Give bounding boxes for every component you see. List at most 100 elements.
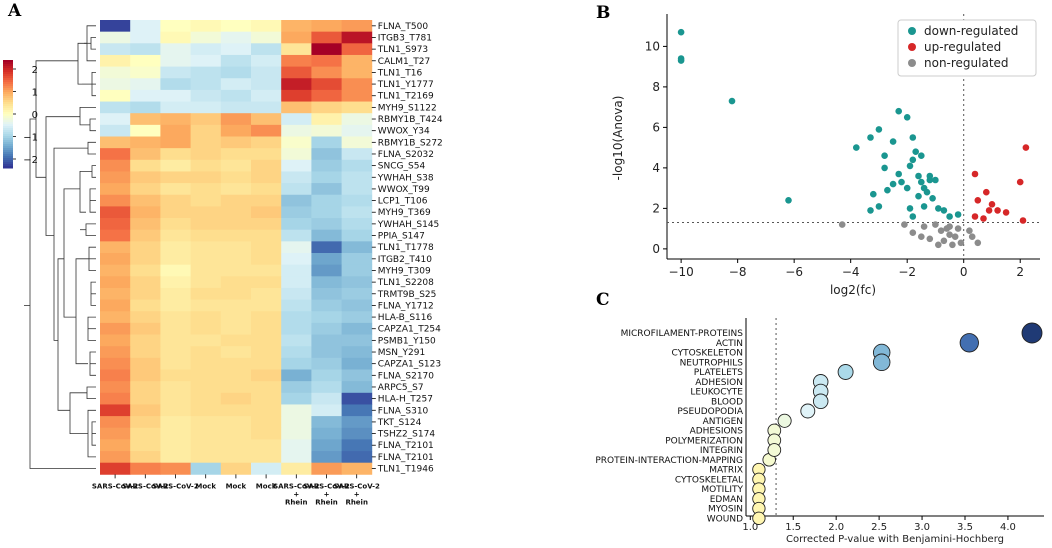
heatmap-cell <box>281 287 312 300</box>
heatmap-cell <box>251 113 282 126</box>
up-regulated-point <box>988 201 996 208</box>
heatmap-cell <box>281 439 312 452</box>
heatmap-cell <box>190 241 222 254</box>
heatmap-cell <box>130 241 161 254</box>
x-tick-label: −4 <box>842 265 860 279</box>
heatmap-cell <box>220 287 252 300</box>
up-regulated-point <box>974 197 982 204</box>
heatmap-cell <box>100 54 131 67</box>
heatmap-cell <box>341 159 373 172</box>
heatmap-cell <box>311 369 342 382</box>
term-label: PLATELETS <box>694 368 743 378</box>
heatmap-cell <box>311 462 342 475</box>
heatmap-cell <box>100 218 131 231</box>
colorbar-step <box>3 68 13 71</box>
down-regulated-point <box>909 134 917 141</box>
volcano-legend: down-regulated up-regulated non-regulated <box>897 19 1037 77</box>
heatmap-cell <box>160 404 191 417</box>
up-regulated-point <box>980 215 987 222</box>
heatmap-cell <box>251 78 282 91</box>
heatmap-cell <box>160 159 191 172</box>
column-label: + <box>324 490 330 498</box>
heatmap-cell <box>160 136 191 149</box>
colorbar-step <box>3 102 13 105</box>
dendrogram-branch <box>87 141 96 155</box>
row-label: RBMY1B_S272 <box>378 138 443 148</box>
term-bubble <box>752 511 766 525</box>
heatmap-cell <box>220 159 252 172</box>
heatmap-cell <box>190 462 222 475</box>
heatmap-cell <box>220 43 252 56</box>
heatmap-cell <box>100 171 131 184</box>
heatmap-cell <box>130 451 161 464</box>
colorbar-step <box>3 108 13 111</box>
heatmap-cell <box>311 206 342 219</box>
up-regulated-point <box>971 213 979 220</box>
colorbar-step <box>3 106 13 109</box>
down-regulated-point <box>946 213 953 220</box>
heatmap-cell <box>341 136 373 149</box>
non-regulated-point <box>926 235 934 243</box>
heatmap-cell <box>130 392 161 405</box>
colorbar-step <box>3 150 13 153</box>
term-label: PROTEIN-INTERACTION-MAPPING <box>595 456 743 466</box>
heatmap-cell <box>311 229 342 242</box>
heatmap-cell <box>251 334 282 347</box>
x-tick-label: 3.5 <box>957 522 973 533</box>
heatmap-cell <box>220 357 252 370</box>
heatmap-cell <box>100 20 131 33</box>
heatmap-cell <box>251 66 282 79</box>
heatmap-cell <box>341 66 373 79</box>
heatmap-cell <box>220 136 252 149</box>
colorbar-tick-label: 1 <box>32 88 38 99</box>
heatmap-cell <box>311 171 342 184</box>
heatmap-cell <box>190 369 222 382</box>
dendrogram-branch <box>69 392 88 435</box>
x-tick-label: −10 <box>668 265 693 279</box>
colorbar-step <box>3 164 13 167</box>
heatmap-cell <box>311 101 342 114</box>
colorbar-step <box>3 86 13 89</box>
colorbar-step <box>3 82 13 85</box>
heatmap-cell <box>160 171 191 184</box>
heatmap-cell <box>130 404 161 417</box>
x-tick-label: 2.5 <box>871 522 887 533</box>
heatmap-cell <box>341 148 373 161</box>
row-label: FLNA_S2170 <box>378 371 434 381</box>
heatmap-cell <box>341 439 373 452</box>
heatmap-cell <box>220 54 252 67</box>
heatmap-cell <box>190 43 222 56</box>
heatmap-cell <box>281 159 312 172</box>
heatmap-cell <box>130 381 161 394</box>
colorbar-step <box>3 132 13 135</box>
heatmap-cell <box>160 218 191 231</box>
up-regulated-point <box>971 170 979 178</box>
row-label: ITGB3_T781 <box>378 33 432 43</box>
heatmap-cell <box>251 101 282 114</box>
heatmap-cell <box>160 194 191 207</box>
heatmap-cell <box>341 206 373 219</box>
column-label: Mock <box>195 482 216 490</box>
colorbar-step <box>3 122 13 125</box>
row-label: PSMB1_Y150 <box>378 336 436 346</box>
heatmap-cell <box>251 462 282 475</box>
y-tick-label: 0 <box>652 242 660 256</box>
heatmap-cell <box>281 276 312 289</box>
term-label: MICROFILAMENT-PROTEINS <box>621 329 744 339</box>
heatmap-cell <box>341 20 373 33</box>
heatmap-cell <box>100 183 131 196</box>
heatmap-cell <box>100 89 131 102</box>
heatmap-cell <box>220 381 252 394</box>
non-regulated-point <box>954 225 962 232</box>
colorbar-step <box>3 142 13 145</box>
heatmap-cell <box>220 369 252 382</box>
heatmap-cell <box>220 229 252 242</box>
heatmap-cell <box>130 148 161 161</box>
heatmap-cell <box>311 381 342 394</box>
term-label: MATRIX <box>709 466 743 476</box>
down-regulated-point <box>889 138 897 145</box>
colorbar-step <box>3 104 13 107</box>
heatmap-cell <box>190 206 222 219</box>
heatmap-cell <box>160 20 191 33</box>
colorbar-step <box>3 146 13 149</box>
